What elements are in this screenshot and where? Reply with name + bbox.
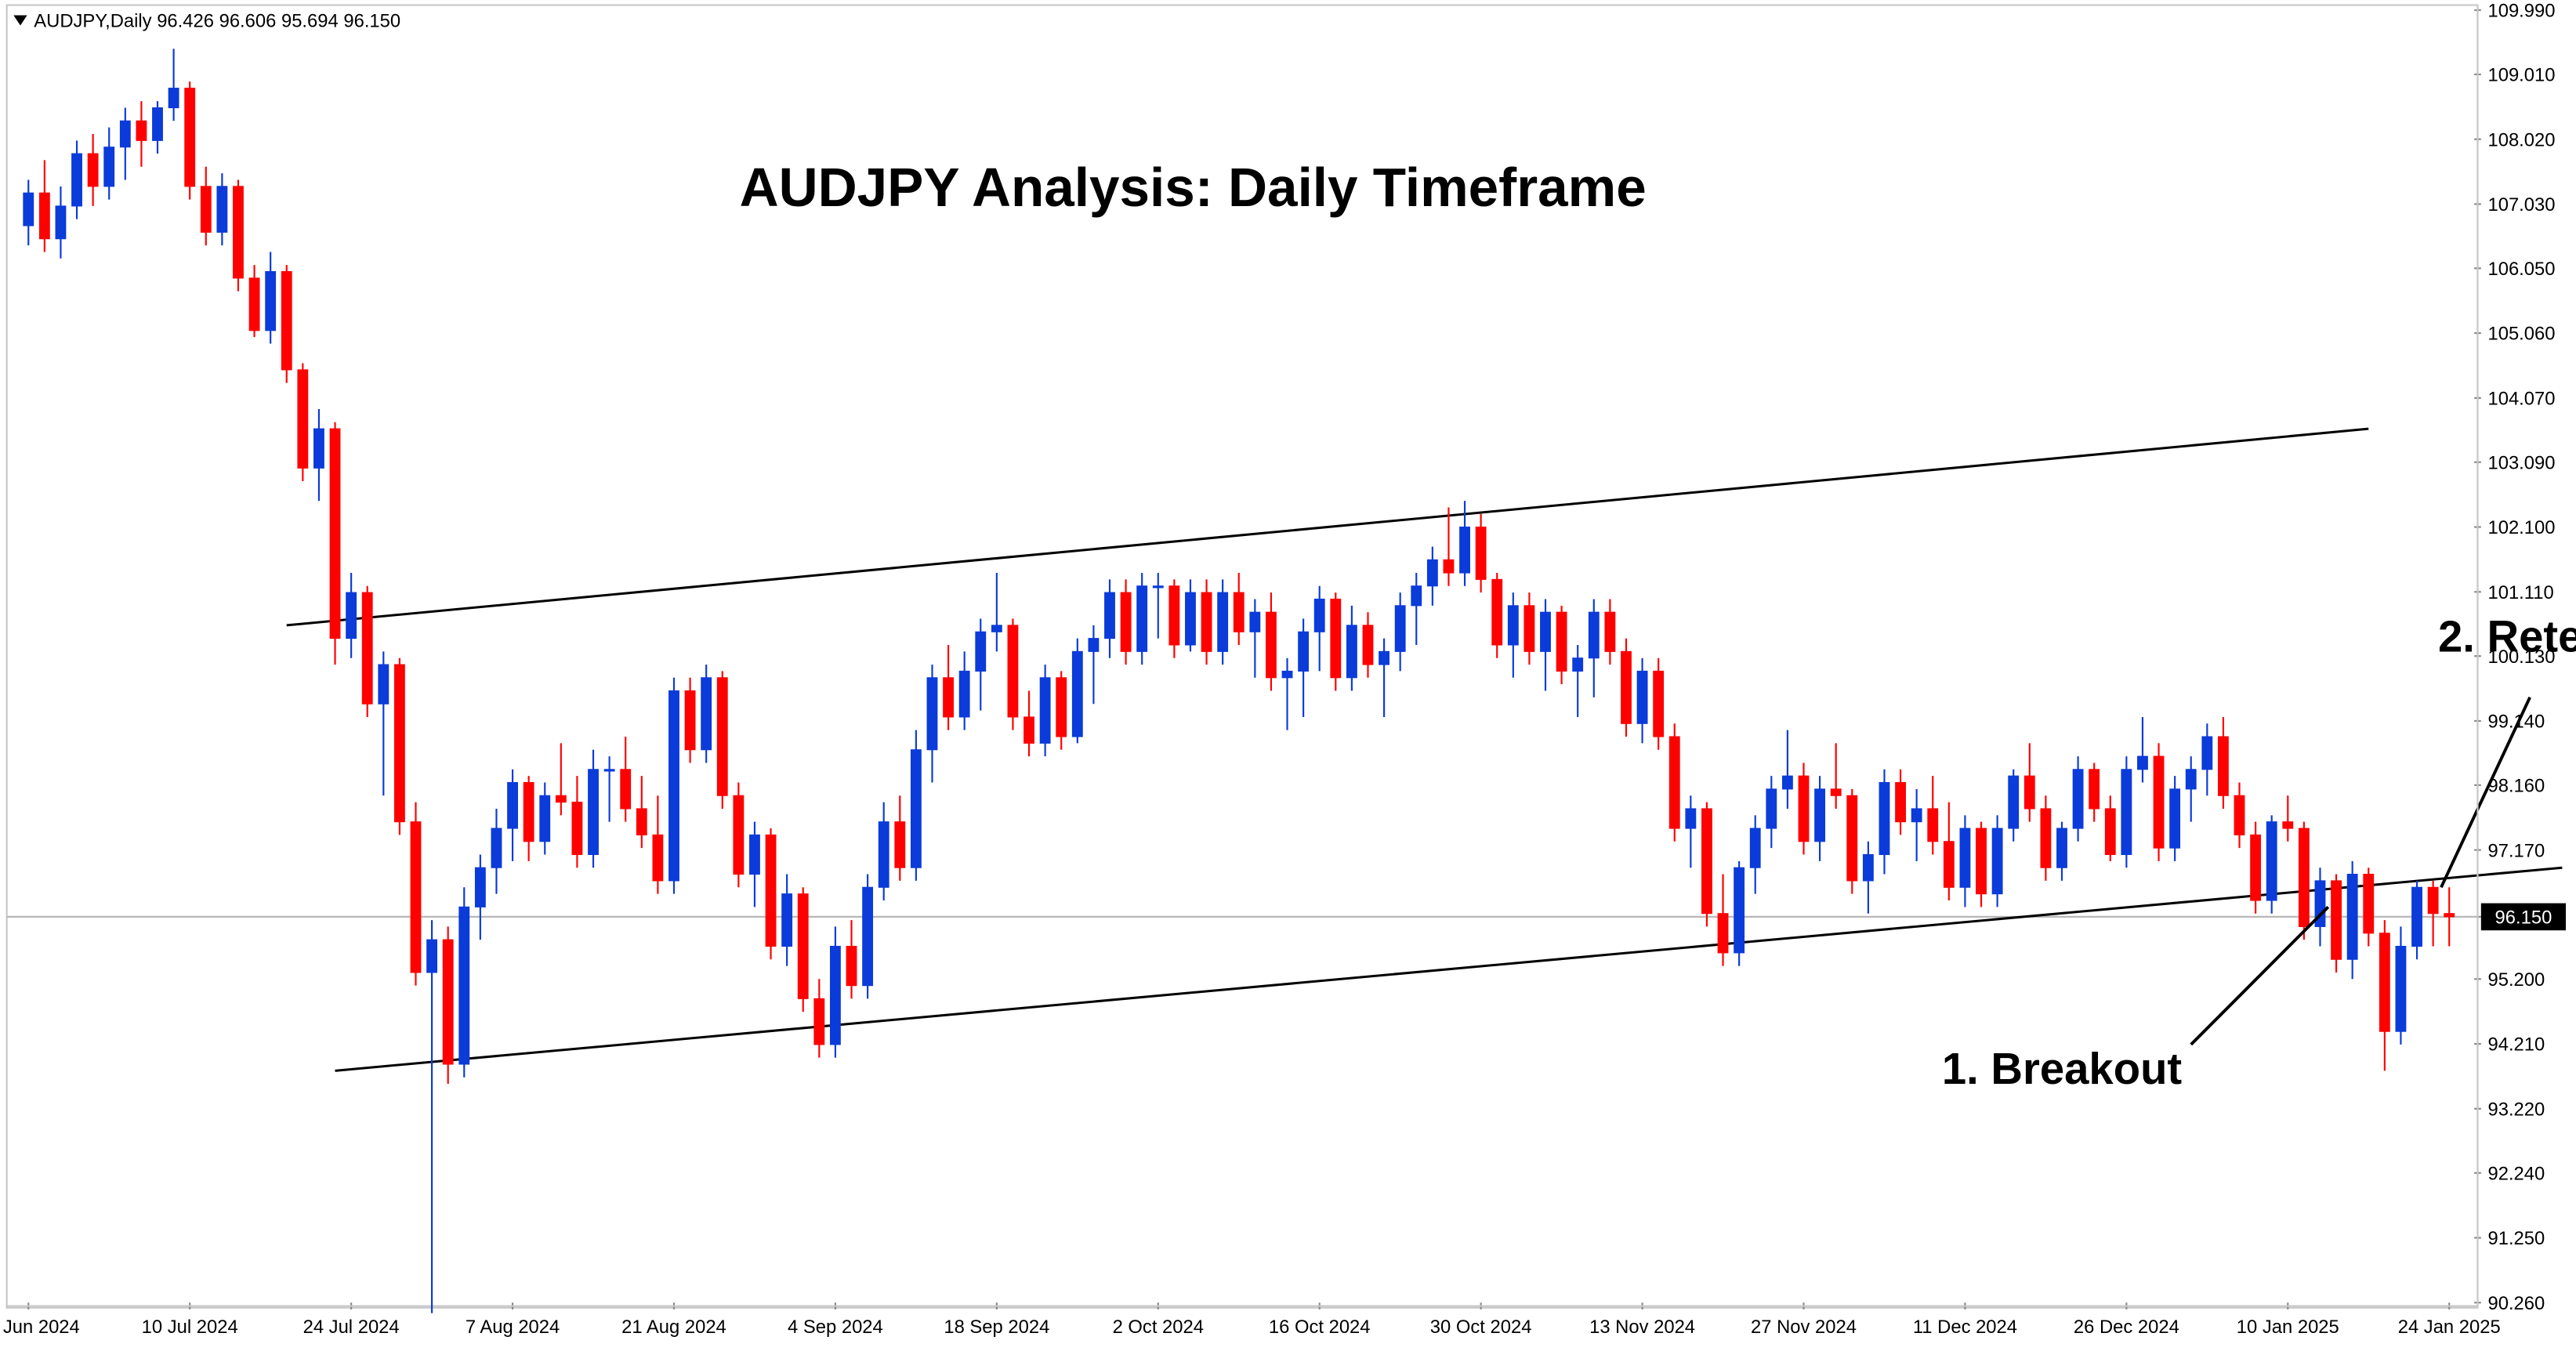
x-tick-label: 7 Aug 2024 <box>466 1317 560 1338</box>
y-tick-label: 109.010 <box>2487 65 2555 86</box>
x-tick-label: 11 Dec 2024 <box>1913 1317 2017 1338</box>
x-tick-label: 24 Jul 2024 <box>303 1317 400 1338</box>
y-tick-label: 107.030 <box>2487 194 2555 216</box>
x-tick-label: 2 Oct 2024 <box>1113 1317 1204 1338</box>
y-tick-label: 108.020 <box>2487 129 2555 150</box>
chart-info-bar[interactable]: AUDJPY,Daily 96.426 96.606 95.694 96.150 <box>13 11 400 32</box>
y-tick-label: 97.170 <box>2487 840 2545 861</box>
x-tick-label: 16 Oct 2024 <box>1269 1317 1371 1338</box>
last-price-value: 96.150 <box>2495 907 2552 929</box>
x-tick-label: 21 Aug 2024 <box>621 1317 726 1338</box>
x-tick-label: 26 Dec 2024 <box>2074 1317 2179 1338</box>
y-tick-label: 109.990 <box>2487 1 2555 22</box>
y-tick-label: 93.220 <box>2487 1099 2545 1120</box>
y-tick-label: 103.090 <box>2487 452 2555 473</box>
chart-title: AUDJPY Analysis: Daily Timeframe <box>740 157 1647 218</box>
retest-label: 2. Retest <box>2438 611 2576 661</box>
x-tick-label: 4 Sep 2024 <box>788 1317 883 1338</box>
y-tick-label: 95.200 <box>2487 969 2545 991</box>
y-tick-label: 104.070 <box>2487 389 2555 410</box>
x-tick-label: 24 Jan 2025 <box>2398 1317 2501 1338</box>
candlestick-chart: 109.990 109.010 108.020 107.030 106.050 105.0… <box>0 0 2576 1362</box>
x-tick-label: 13 Nov 2024 <box>1589 1317 1695 1338</box>
x-tick-label: 27 Nov 2024 <box>1751 1317 1857 1338</box>
chart-container: 109.990 109.010 108.020 107.030 106.050 105.0… <box>0 0 2576 1362</box>
y-tick-label: 92.240 <box>2487 1163 2545 1184</box>
x-tick-label: 26 Jun 2024 <box>0 1317 80 1338</box>
y-tick-label: 91.250 <box>2487 1228 2545 1249</box>
y-tick-label: 105.060 <box>2487 324 2555 345</box>
y-tick-label: 102.100 <box>2487 517 2555 538</box>
y-tick-label: 94.210 <box>2487 1034 2545 1056</box>
y-tick-label: 101.110 <box>2487 582 2553 603</box>
x-tick-label: 10 Jan 2025 <box>2237 1317 2339 1338</box>
y-tick-label: 106.050 <box>2487 259 2555 280</box>
breakout-label: 1. Breakout <box>1942 1044 2183 1093</box>
x-tick-label: 10 Jul 2024 <box>142 1317 238 1338</box>
chart-info-text: AUDJPY,Daily 96.426 96.606 95.694 96.150 <box>34 11 400 32</box>
x-tick-label: 18 Sep 2024 <box>944 1317 1049 1338</box>
x-tick-label: 30 Oct 2024 <box>1430 1317 1532 1338</box>
y-tick-label: 90.260 <box>2487 1293 2545 1314</box>
y-tick-label: 98.160 <box>2487 776 2545 797</box>
